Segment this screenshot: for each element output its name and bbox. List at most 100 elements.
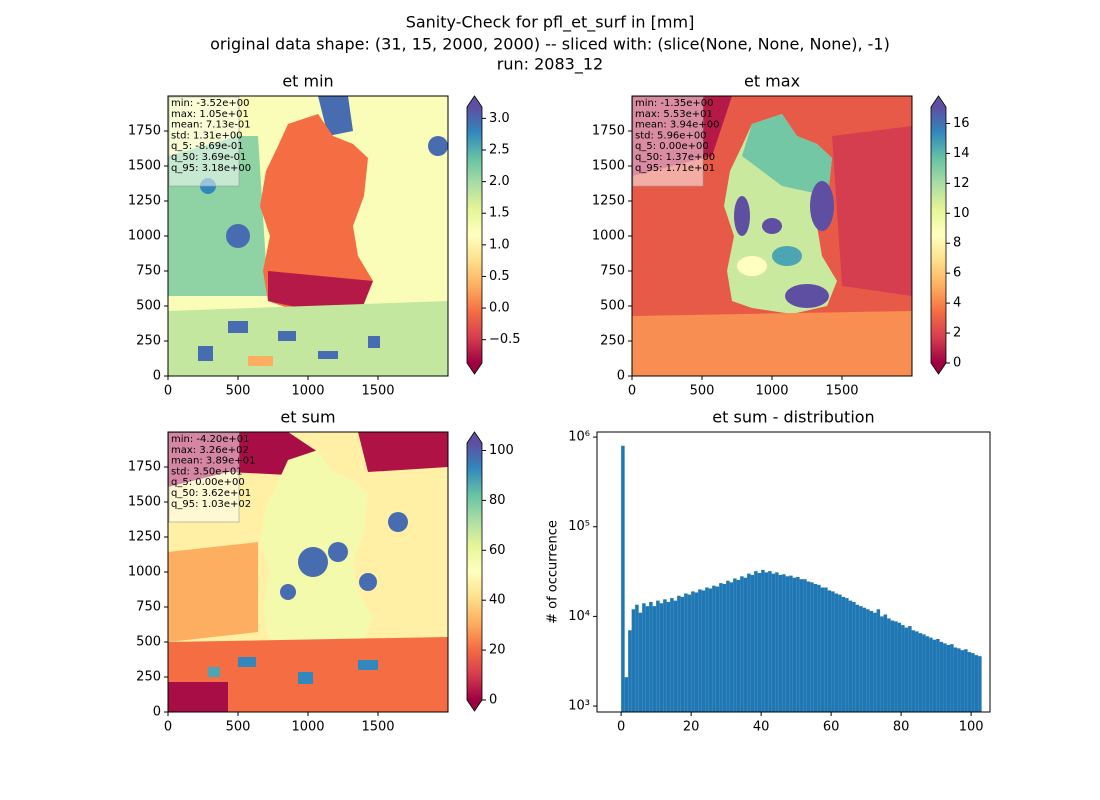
colorbar-tick-label: 1.5 [489, 206, 510, 221]
bar [635, 604, 639, 712]
bar [757, 572, 762, 712]
bar [645, 606, 650, 712]
colorbar-tick-label: 16 [953, 116, 970, 131]
bar [960, 650, 965, 712]
y-tick-label: 750 [136, 600, 161, 615]
stats-line: min: -1.35e+00 [635, 98, 714, 109]
colorbar [931, 107, 946, 363]
map-region [168, 542, 258, 642]
bar [869, 610, 874, 712]
bar [876, 609, 881, 712]
bar [691, 591, 695, 712]
stats-line: max: 5.53e+01 [635, 109, 713, 120]
bar [936, 638, 940, 712]
x-tick-label: 0 [628, 384, 636, 399]
colorbar-tick-label: 3.0 [489, 111, 510, 126]
y-tick-label: 1000 [592, 229, 625, 244]
axes-title: et sum - distribution [712, 408, 874, 427]
bar [729, 582, 734, 712]
bar [701, 590, 706, 712]
stats-line: min: -4.20e+01 [171, 434, 250, 445]
bar [831, 591, 835, 712]
bar [824, 587, 828, 712]
bar [908, 626, 912, 712]
map-region [358, 432, 448, 472]
map-region [737, 256, 767, 276]
bar [894, 621, 898, 712]
bar [862, 607, 867, 712]
map-region [359, 573, 377, 591]
axes-title: et sum [280, 408, 335, 427]
bar [806, 581, 811, 712]
x-tick-label: 0 [164, 384, 172, 399]
stats-line: q_95: 1.71e+01 [635, 163, 715, 174]
bar [978, 656, 982, 712]
bar [659, 603, 664, 712]
bar [778, 574, 783, 712]
axes-title: et max [744, 72, 800, 91]
map-region [358, 660, 378, 670]
x-tick-label: 500 [226, 720, 251, 735]
map-region [208, 667, 220, 677]
y-tick-label: 1750 [128, 460, 161, 475]
bar [834, 593, 839, 712]
y-tick-label: 250 [136, 670, 161, 685]
bar [680, 596, 685, 712]
stats-line: mean: 7.13e-01 [171, 120, 251, 131]
bar [883, 614, 888, 712]
y-tick-label: 1500 [128, 495, 161, 510]
bar [897, 622, 902, 712]
stats-box [168, 432, 240, 523]
bar [771, 573, 776, 712]
bar [673, 600, 678, 712]
bar [712, 585, 716, 712]
y-tick-label: 500 [136, 299, 161, 314]
bar [740, 576, 744, 712]
map-region [328, 542, 348, 562]
colorbar-tick-label: 1.0 [489, 237, 510, 252]
colorbar-tick-label: 100 [489, 443, 514, 458]
bar [768, 571, 772, 712]
bar [764, 572, 769, 712]
map-region [742, 114, 832, 196]
colorbar-tick-label: 12 [953, 176, 970, 191]
bar [911, 630, 916, 712]
map-region [280, 584, 296, 600]
bar [761, 569, 765, 712]
bar [670, 598, 674, 712]
bar [638, 612, 643, 712]
colorbar-tick-label: 2 [953, 326, 961, 341]
bar [799, 579, 804, 712]
bar [785, 576, 790, 712]
map-region [226, 224, 250, 248]
bars [621, 445, 982, 712]
stats-line: max: 1.05e+01 [171, 109, 249, 120]
colorbar-tick-label: 80 [489, 493, 506, 508]
bar [848, 600, 853, 712]
bar [855, 604, 860, 712]
bar [789, 575, 793, 712]
map-region [632, 311, 912, 376]
bar [820, 587, 825, 712]
bar [652, 606, 657, 712]
map-region [762, 218, 782, 234]
colorbar-extend [467, 432, 482, 443]
bar [873, 612, 877, 712]
bar [631, 609, 636, 712]
x-tick-label: 500 [690, 384, 715, 399]
map-region [168, 301, 448, 376]
map-region [238, 657, 256, 667]
bar [705, 587, 709, 712]
y-tick-label: 1500 [592, 159, 625, 174]
x-tick-label: 0 [617, 720, 625, 735]
map-region [298, 547, 328, 577]
bar [708, 588, 713, 712]
x-tick-label: 100 [959, 720, 984, 735]
bar [677, 595, 681, 712]
stats-line: min: -3.52e+00 [171, 98, 250, 109]
bar [880, 616, 884, 712]
stats-line: std: 3.50e+01 [171, 466, 243, 477]
y-tick-label: 1750 [592, 124, 625, 139]
colorbar-tick-label: 0 [489, 693, 497, 708]
